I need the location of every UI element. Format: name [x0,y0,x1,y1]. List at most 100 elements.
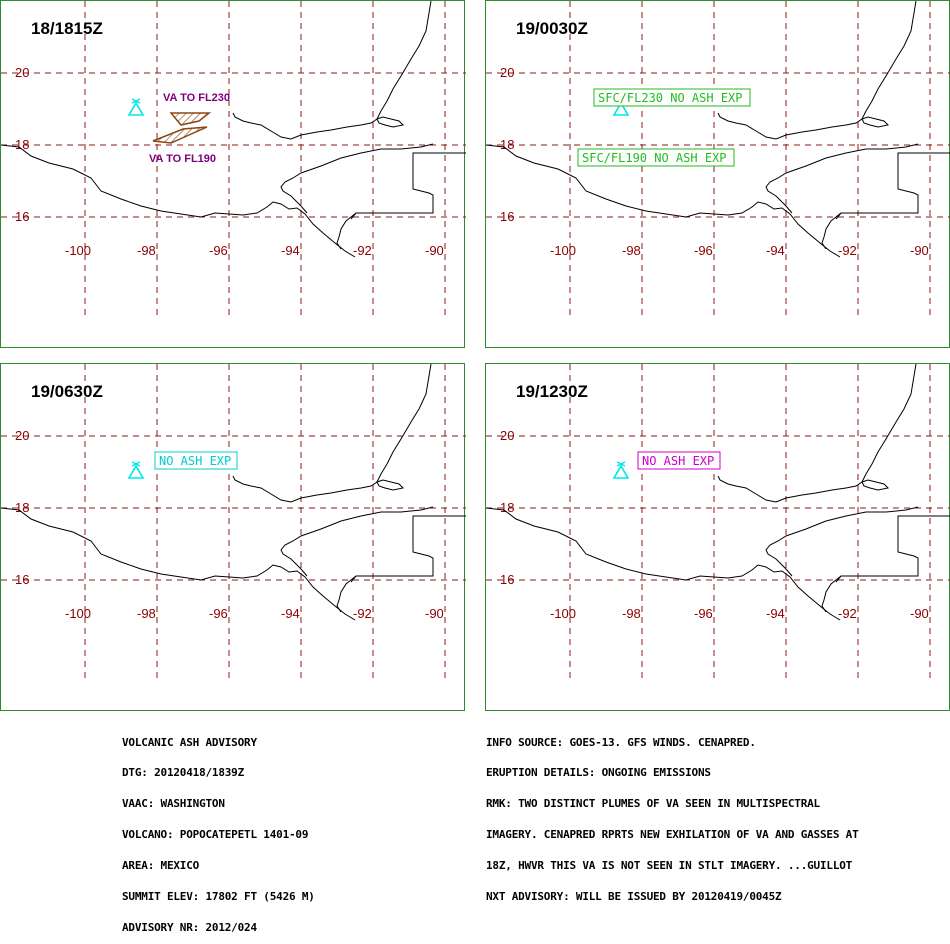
lat-tick-label: 20 [500,428,514,443]
map-panel-2: 20 18 16 -100 -98 -96 -94 -92 -90 SFC/FL230 NO AS… [485,0,950,348]
lon-tick-label: -100 [550,243,576,258]
coastline [486,507,841,621]
lat-tick-label: 18 [15,500,29,515]
lon-tick-label: -90 [425,243,444,258]
advisory-line: INFO SOURCE: GOES-13. GFS WINDS. CENAPRE… [486,735,756,749]
lat-tick-label: 18 [500,137,514,152]
lat-tick-label: 18 [500,500,514,515]
lon-tick-label: -98 [622,606,641,621]
coastline [835,515,950,583]
lon-tick-label: -96 [694,606,713,621]
ash-plume-lower [152,126,208,144]
no-ash-label: SFC/FL190 NO ASH EXP [582,151,727,165]
lon-tick-label: -92 [353,243,372,258]
lat-tick-label: 18 [15,137,29,152]
lat-tick-label: 20 [15,428,29,443]
advisory-line: ERUPTION DETAILS: ONGOING EMISSIONS [486,766,711,780]
plume-label: VA TO FL230 [163,92,230,104]
lon-tick-label: -94 [281,606,300,621]
lon-tick-label: -94 [281,243,300,258]
lon-tick-label: -94 [766,243,785,258]
coastline [232,1,432,140]
volcano-icon [127,98,145,116]
plume-label: VA TO FL190 [149,153,216,165]
no-ash-label: NO ASH EXP [159,454,231,468]
advisory-line: DTG: 20120418/1839Z [122,766,245,780]
advisory-line: AREA: MEXICO [122,859,200,873]
lat-tick-label: 20 [500,65,514,80]
advisory-line: VAAC: WASHINGTON [122,797,225,811]
lon-tick-label: -92 [838,606,857,621]
coastline [861,479,890,491]
coastline [280,506,434,577]
label-box [154,451,238,470]
panel-title: 19/0030Z [516,19,588,38]
map-panel-1: 20 18 16 -100 -98 -96 -94 -92 -90 VA TO FL230 VA T… [0,0,466,348]
coastline [280,143,434,214]
lon-tick-label: -92 [838,243,857,258]
label-box [577,148,735,167]
volcano-icon [612,461,630,479]
advisory-line: IMAGERY. CENAPRED RPRTS NEW EXHILATION O… [486,828,859,842]
lon-tick-label: -90 [910,606,929,621]
coastline [486,144,841,258]
map-canvas: 20 18 16 -100 -98 -96 -94 -92 -90 VA TO FL230 VA T… [1,1,466,319]
coastline [350,515,466,583]
coastline [717,1,917,140]
coastline [1,144,356,258]
coastline [232,364,432,503]
advisory-line: ADVISORY NR: 2012/024 [122,920,257,934]
lon-tick-label: -96 [209,243,228,258]
advisory-line: SUMMIT ELEV: 17802 FT (5426 M) [122,890,315,904]
panel-title: 19/1230Z [516,382,588,401]
panel-title: 19/0630Z [31,382,103,401]
advisory-line: 18Z, HWVR THIS VA IS NOT SEEN IN STLT IM… [486,859,853,873]
label-box [593,88,751,107]
lon-tick-label: -98 [622,243,641,258]
no-ash-label: SFC/FL230 NO ASH EXP [598,91,743,105]
coastline [376,479,405,491]
coastline [861,116,890,128]
lat-tick-label: 16 [15,572,29,587]
advisory-line: VOLCANO: POPOCATEPETL 1401-09 [122,828,309,842]
lat-tick-label: 16 [500,572,514,587]
lon-tick-label: -96 [209,606,228,621]
lon-tick-label: -94 [766,606,785,621]
coastline [350,152,466,220]
advisory-right-text: INFO SOURCE: GOES-13. GFS WINDS. CENAPRE… [486,717,859,913]
label-box [637,451,721,470]
map-panel-3: 20 18 16 -100 -98 -96 -94 -92 -90 NO ASH EXP 19/0… [0,363,466,711]
advisory-line: NXT ADVISORY: WILL BE ISSUED BY 20120419… [486,890,782,904]
no-ash-label: NO ASH EXP [642,454,714,468]
coastline [821,575,842,613]
coastline [1,507,356,621]
map-canvas: 20 18 16 -100 -98 -96 -94 -92 -90 NO ASH EXP [1,364,466,682]
lon-tick-label: -96 [694,243,713,258]
lon-tick-label: -90 [425,606,444,621]
lon-tick-label: -100 [65,243,91,258]
coastline [765,143,919,214]
lon-tick-label: -100 [65,606,91,621]
coastline [765,506,919,577]
advisory-left-text: VOLCANIC ASH ADVISORY DTG: 20120418/1839… [122,717,315,944]
map-panel-4: 20 18 16 -100 -98 -96 -94 -92 -90 NO ASH EXP 19/1… [485,363,950,711]
lat-tick-label: 20 [15,65,29,80]
coastline [336,575,357,613]
ash-plume-upper [169,112,212,126]
lon-tick-label: -92 [353,606,372,621]
lon-tick-label: -90 [910,243,929,258]
map-canvas: 20 18 16 -100 -98 -96 -94 -92 -90 SFC/FL230 NO AS… [486,1,950,319]
coastline [835,152,950,220]
advisory-line: RMK: TWO DISTINCT PLUMES OF VA SEEN IN M… [486,797,820,811]
panel-title: 18/1815Z [31,19,103,38]
coastline [376,116,405,128]
lat-tick-label: 16 [500,209,514,224]
lat-tick-label: 16 [15,209,29,224]
coastline [821,212,842,250]
lon-tick-label: -100 [550,606,576,621]
coastline [336,212,357,250]
map-canvas: 20 18 16 -100 -98 -96 -94 -92 -90 NO ASH EXP [486,364,950,682]
advisory-line: VOLCANIC ASH ADVISORY [122,735,257,749]
lon-tick-label: -98 [137,606,156,621]
lon-tick-label: -98 [137,243,156,258]
